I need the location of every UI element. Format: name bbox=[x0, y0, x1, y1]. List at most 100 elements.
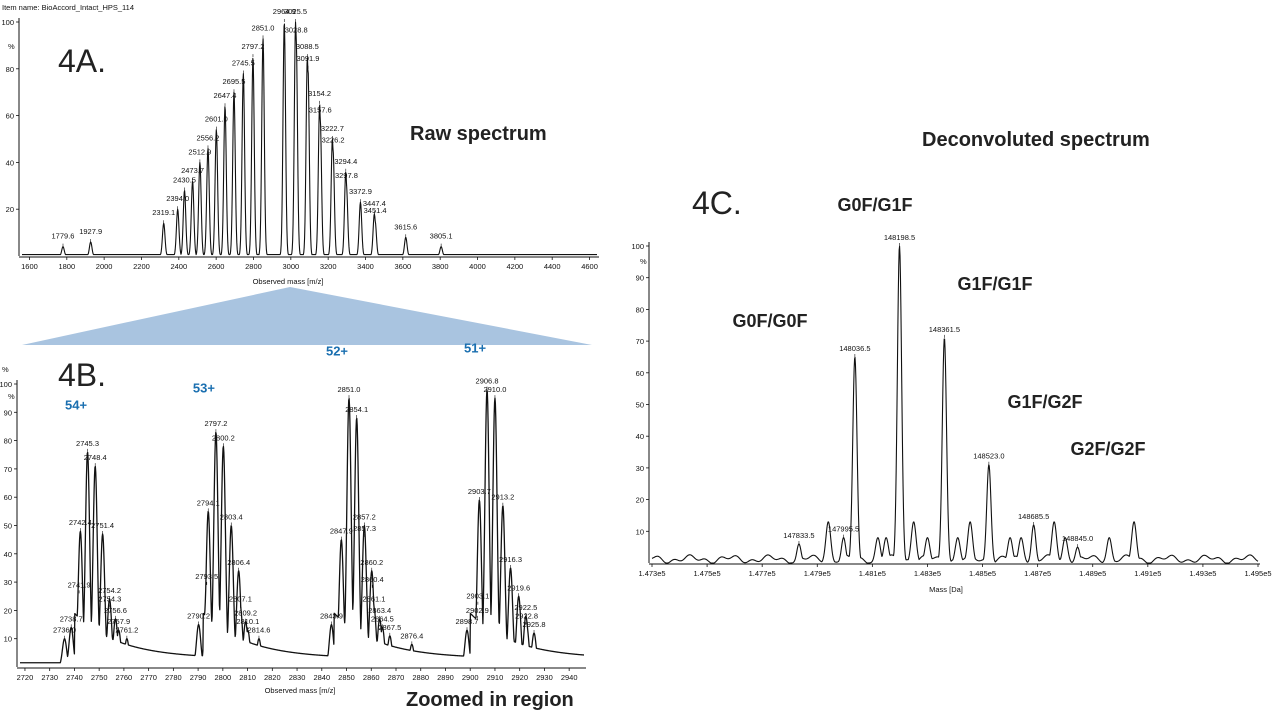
x-tick-label-4C: 1.489e5 bbox=[1079, 569, 1106, 578]
x-tick-label-4C: 1.487e5 bbox=[1024, 569, 1051, 578]
y-tick-label-4C: 20 bbox=[636, 496, 644, 505]
glycoform-label: G0F/G1F bbox=[837, 195, 912, 215]
peak-label-4A: 2851.0 bbox=[252, 23, 275, 32]
spectrum-trace-4A bbox=[21, 21, 598, 256]
y-tick-label-4A: 80 bbox=[6, 65, 14, 74]
y-tick-label-4C: 50 bbox=[636, 401, 644, 410]
peak-label-4A: 3222.7 bbox=[321, 124, 344, 133]
peak-label-4B: 2790.2 bbox=[187, 612, 210, 621]
peak-label-4B: 2741.9 bbox=[68, 580, 91, 589]
panel-4c-xlabel: Mass [Da] bbox=[929, 585, 963, 594]
peak-label-4B: 2800.2 bbox=[212, 433, 235, 442]
peak-label-4B: 2807.1 bbox=[229, 595, 252, 604]
panel-4b-header: % bbox=[2, 365, 9, 374]
x-tick-label-4B: 2940 bbox=[561, 673, 578, 682]
y-tick-label-4B: 90 bbox=[4, 408, 12, 417]
x-tick-label-4A: 4200 bbox=[507, 262, 524, 271]
x-tick-label-4C: 1.483e5 bbox=[914, 569, 941, 578]
peak-label-4A: 1779.6 bbox=[52, 232, 75, 241]
peak-label-4B: 2748.4 bbox=[84, 453, 107, 462]
panel-4a: Item name: BioAccord_Intact_HPS_114 4A. … bbox=[1, 3, 599, 286]
peak-label-4C: 148845.0 bbox=[1062, 534, 1093, 543]
peak-label-4C: 148198.5 bbox=[884, 233, 915, 242]
x-tick-label-4A: 1800 bbox=[58, 262, 75, 271]
peak-label-4A: 3447.4 bbox=[363, 199, 386, 208]
panel-4a-label: 4A. bbox=[58, 43, 106, 79]
y-tick-label-4C: 10 bbox=[636, 527, 644, 536]
y-tick-label-4C: 90 bbox=[636, 274, 644, 283]
peak-label-4A: 3294.4 bbox=[334, 157, 357, 166]
y-tick-label-4B: 20 bbox=[4, 606, 12, 615]
peak-label-4B: 2903.7 bbox=[468, 487, 491, 496]
x-tick-label-4B: 2760 bbox=[116, 673, 133, 682]
y-tick-label-4A: 40 bbox=[6, 158, 14, 167]
x-tick-label-4A: 2400 bbox=[170, 262, 187, 271]
x-tick-label-4B: 2910 bbox=[487, 673, 504, 682]
x-tick-label-4B: 2790 bbox=[190, 673, 207, 682]
panel-4b-ylabel: % bbox=[8, 392, 15, 401]
peak-label-4A: 2430.5 bbox=[173, 175, 196, 184]
peak-label-4A: 3025.5 bbox=[284, 7, 307, 16]
x-tick-label-4A: 2800 bbox=[245, 262, 262, 271]
peak-label-4B: 2803.4 bbox=[220, 513, 243, 522]
peak-label-4A: 3028.8 bbox=[285, 26, 308, 35]
x-tick-label-4C: 1.495e5 bbox=[1244, 569, 1271, 578]
x-tick-label-4C: 1.475e5 bbox=[694, 569, 721, 578]
peak-label-4A: 2394.0 bbox=[166, 194, 189, 203]
x-tick-label-4C: 1.485e5 bbox=[969, 569, 996, 578]
peak-label-4A: 2319.1 bbox=[152, 208, 175, 217]
peak-label-4B: 2847.9 bbox=[330, 527, 353, 536]
peak-label-4B: 2754.3 bbox=[98, 595, 121, 604]
peak-label-4A: 2964.9 bbox=[273, 7, 296, 16]
y-tick-label-4B: 60 bbox=[4, 493, 12, 502]
panel-4c-label: 4C. bbox=[692, 185, 742, 221]
peak-label-4B: 2863.4 bbox=[368, 606, 391, 615]
peak-label-4B: 2913.2 bbox=[491, 493, 514, 502]
peak-label-4B: 2867.5 bbox=[378, 623, 401, 632]
peak-label-4B: 2922.5 bbox=[514, 603, 537, 612]
x-tick-label-4B: 2860 bbox=[363, 673, 380, 682]
peak-label-4A: 1927.9 bbox=[79, 227, 102, 236]
glycoform-label: G1F/G1F bbox=[957, 274, 1032, 294]
peak-label-4A: 3615.6 bbox=[394, 222, 417, 231]
peak-label-4B: 2851.0 bbox=[338, 385, 361, 394]
x-tick-label-4C: 1.481e5 bbox=[859, 569, 886, 578]
x-tick-label-4A: 3600 bbox=[395, 262, 412, 271]
peak-label-4B: 2754.2 bbox=[98, 586, 121, 595]
x-tick-label-4B: 2720 bbox=[17, 673, 34, 682]
x-tick-label-4B: 2880 bbox=[412, 673, 429, 682]
x-tick-label-4A: 3200 bbox=[320, 262, 337, 271]
peak-label-4B: 2742.4 bbox=[69, 518, 92, 527]
y-tick-label-4C: 70 bbox=[636, 337, 644, 346]
peak-label-4C: 148361.5 bbox=[929, 325, 960, 334]
zoom-wedge bbox=[22, 287, 592, 345]
x-tick-label-4A: 3000 bbox=[282, 262, 299, 271]
peak-label-4B: 2806.4 bbox=[227, 558, 250, 567]
y-tick-label-4C: 30 bbox=[636, 464, 644, 473]
glycoform-label: G1F/G2F bbox=[1007, 392, 1082, 412]
panel-4b-label: 4B. bbox=[58, 357, 106, 393]
peak-label-4B: 2794.1 bbox=[197, 498, 220, 507]
peak-label-4C: 147995.5 bbox=[828, 525, 859, 534]
y-tick-label-4A: 100 bbox=[1, 18, 14, 27]
panel-4c-ylabel: % bbox=[640, 257, 647, 266]
x-tick-label-4A: 3800 bbox=[432, 262, 449, 271]
peak-label-4B: 2898.7 bbox=[456, 617, 479, 626]
panel-4b-xlabel: Observed mass [m/z] bbox=[265, 686, 336, 695]
peak-label-4B: 2814.6 bbox=[247, 626, 270, 635]
y-tick-label-4A: 20 bbox=[6, 205, 14, 214]
peak-label-4C: 147833.5 bbox=[783, 531, 814, 540]
peak-label-4C: 148036.5 bbox=[839, 344, 870, 353]
peak-label-4A: 2473.7 bbox=[181, 166, 204, 175]
peak-label-4A: 3451.4 bbox=[364, 206, 387, 215]
x-tick-label-4A: 1600 bbox=[21, 262, 38, 271]
x-tick-label-4C: 1.493e5 bbox=[1189, 569, 1216, 578]
panel-4c-title: Deconvoluted spectrum bbox=[922, 129, 1150, 151]
charge-state-label: 52+ bbox=[326, 344, 348, 359]
x-tick-label-4B: 2900 bbox=[462, 673, 479, 682]
peak-label-4A: 3297.8 bbox=[335, 171, 358, 180]
peak-label-4B: 2810.1 bbox=[236, 617, 259, 626]
y-tick-label-4C: 40 bbox=[636, 432, 644, 441]
peak-label-4B: 2864.5 bbox=[371, 614, 394, 623]
x-tick-label-4B: 2930 bbox=[536, 673, 553, 682]
